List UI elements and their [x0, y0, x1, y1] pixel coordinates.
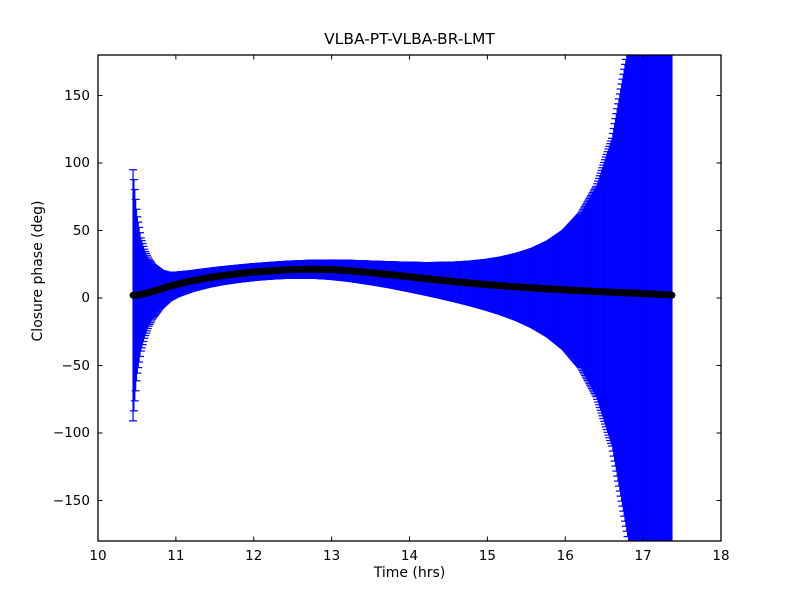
- y-tick-label: −50: [61, 357, 91, 374]
- page-title: VLBA-PT-VLBA-BR-LMT: [324, 30, 495, 48]
- x-axis-label: Time (hrs): [373, 565, 446, 581]
- y-tick-label: 0: [81, 290, 90, 306]
- plot-frame: [97, 54, 722, 542]
- x-tick-label: 13: [323, 548, 341, 564]
- y-axis-label: Closure phase (deg): [30, 200, 46, 342]
- errorbar-layer: [129, 55, 673, 541]
- x-tick-label: 12: [245, 548, 263, 564]
- x-tick-label: 17: [634, 548, 652, 564]
- x-tick-label: 18: [712, 548, 730, 564]
- x-tick-label: 10: [89, 548, 107, 564]
- x-tick-label: 11: [167, 548, 185, 564]
- y-tick-label: 50: [72, 222, 90, 239]
- x-tick-label: 14: [400, 548, 419, 564]
- y-tick-label: −100: [52, 425, 90, 441]
- y-tick-label: −150: [52, 492, 90, 509]
- data-marker-layer: [129, 265, 676, 299]
- x-tick-label: 16: [556, 548, 574, 564]
- y-tick-label: 100: [64, 155, 90, 171]
- y-tick-label: 150: [64, 87, 90, 104]
- x-tick-label: 15: [478, 548, 496, 564]
